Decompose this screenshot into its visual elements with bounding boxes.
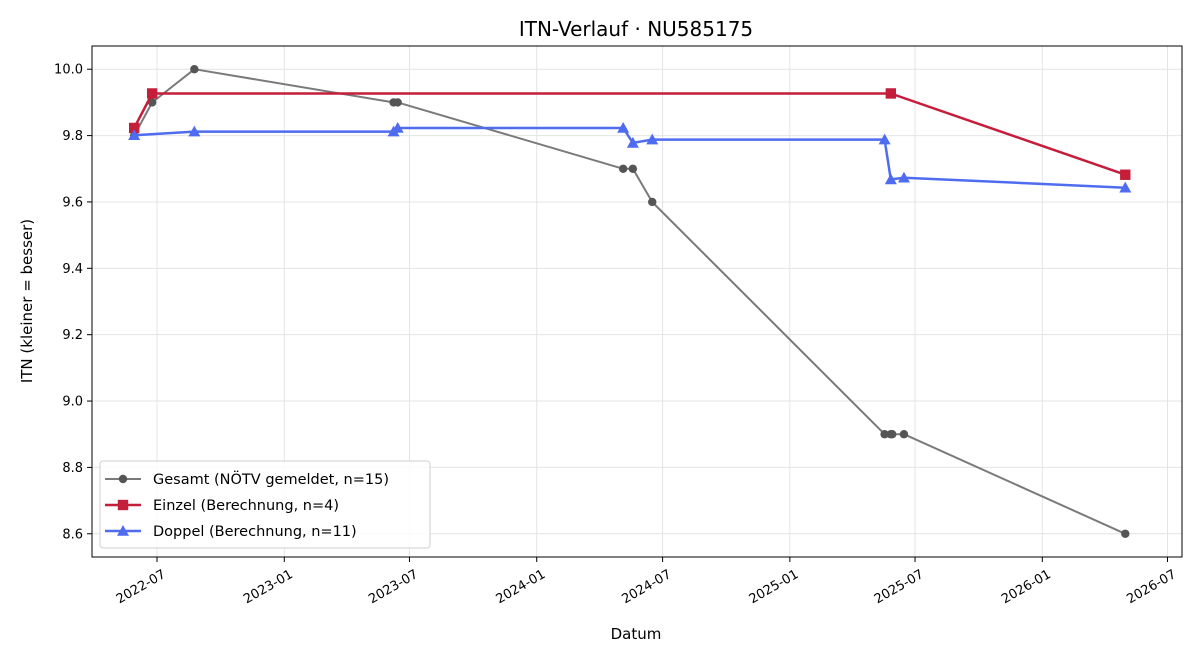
x-tick-label: 2024-07: [619, 567, 674, 607]
data-point: [146, 88, 158, 99]
y-tick-label: 9.8: [62, 129, 83, 144]
legend-label: Doppel (Berechnung, n=11): [153, 524, 357, 540]
series-1: [128, 88, 1131, 180]
x-axis-label: Datum: [611, 625, 662, 643]
data-point: [888, 430, 897, 439]
data-point: [188, 125, 201, 137]
data-point: [1119, 181, 1132, 193]
x-tick-label: 2023-07: [366, 567, 421, 607]
data-point: [648, 197, 657, 207]
x-tick-label: 2023-01: [241, 567, 296, 607]
data-point: [646, 133, 659, 145]
y-tick-label: 9.2: [62, 328, 83, 343]
legend-label: Gesamt (NÖTV gemeldet, n=15): [153, 470, 389, 488]
legend-label: Einzel (Berechnung, n=4): [153, 498, 339, 514]
legend-marker: [117, 525, 129, 536]
data-point: [128, 122, 140, 134]
chart-title: ITN-Verlauf · NU585175: [519, 17, 753, 41]
x-tick-label: 2024-01: [494, 567, 549, 607]
data-point: [618, 164, 628, 173]
x-tick-label: 2026-01: [999, 567, 1054, 607]
data-point: [391, 121, 404, 133]
data-point: [190, 65, 199, 74]
data-point: [128, 129, 141, 141]
x-axis: 2022-07 2023-01 2023-07 2024-01 2024-07 2025-…: [114, 557, 1179, 607]
legend-item: Doppel (Berechnung, n=11): [105, 524, 357, 540]
x-tick-label: 2025-01: [747, 567, 802, 607]
x-tick-label: 2022-07: [114, 567, 169, 607]
legend-box: [99, 460, 431, 549]
y-axis: 8.6 8.8 9.0 9.2 9.4 9.6 9.8 10.0: [54, 63, 92, 542]
data-point: [897, 171, 910, 183]
series-line: [134, 126, 1126, 189]
data-point: [1120, 169, 1131, 180]
y-axis-label: ITN (kleiner = besser): [18, 219, 36, 383]
series-layer: [128, 65, 1132, 538]
y-tick-label: 10.0: [54, 63, 83, 78]
legend-marker: [117, 499, 129, 511]
series-0: [129, 65, 1130, 538]
series-line: [133, 92, 1126, 176]
data-point: [147, 98, 157, 107]
data-point: [878, 133, 891, 145]
data-point: [885, 88, 897, 99]
data-point: [884, 173, 897, 185]
legend-item: Einzel (Berechnung, n=4): [105, 498, 339, 514]
data-point: [899, 430, 909, 439]
legend: Gesamt (NÖTV gemeldet, n=15) Einzel (Bere…: [99, 460, 431, 549]
legend-item: Gesamt (NÖTV gemeldet, n=15): [105, 470, 389, 488]
y-tick-label: 8.6: [62, 527, 83, 542]
y-tick-label: 9.0: [62, 395, 83, 410]
data-point: [617, 121, 630, 133]
plot-frame: [91, 45, 1183, 558]
x-tick-label: 2026-07: [1124, 567, 1179, 607]
data-point: [880, 430, 889, 439]
x-tick-label: 2025-07: [872, 567, 927, 607]
series-2: [128, 121, 1132, 193]
data-point: [393, 98, 402, 107]
data-point: [628, 164, 638, 173]
legend-marker: [118, 474, 128, 484]
y-tick-label: 8.8: [62, 461, 83, 476]
y-tick-label: 9.6: [62, 195, 83, 210]
data-point: [626, 136, 639, 148]
y-tick-label: 9.4: [62, 262, 83, 277]
data-point: [1121, 529, 1130, 538]
